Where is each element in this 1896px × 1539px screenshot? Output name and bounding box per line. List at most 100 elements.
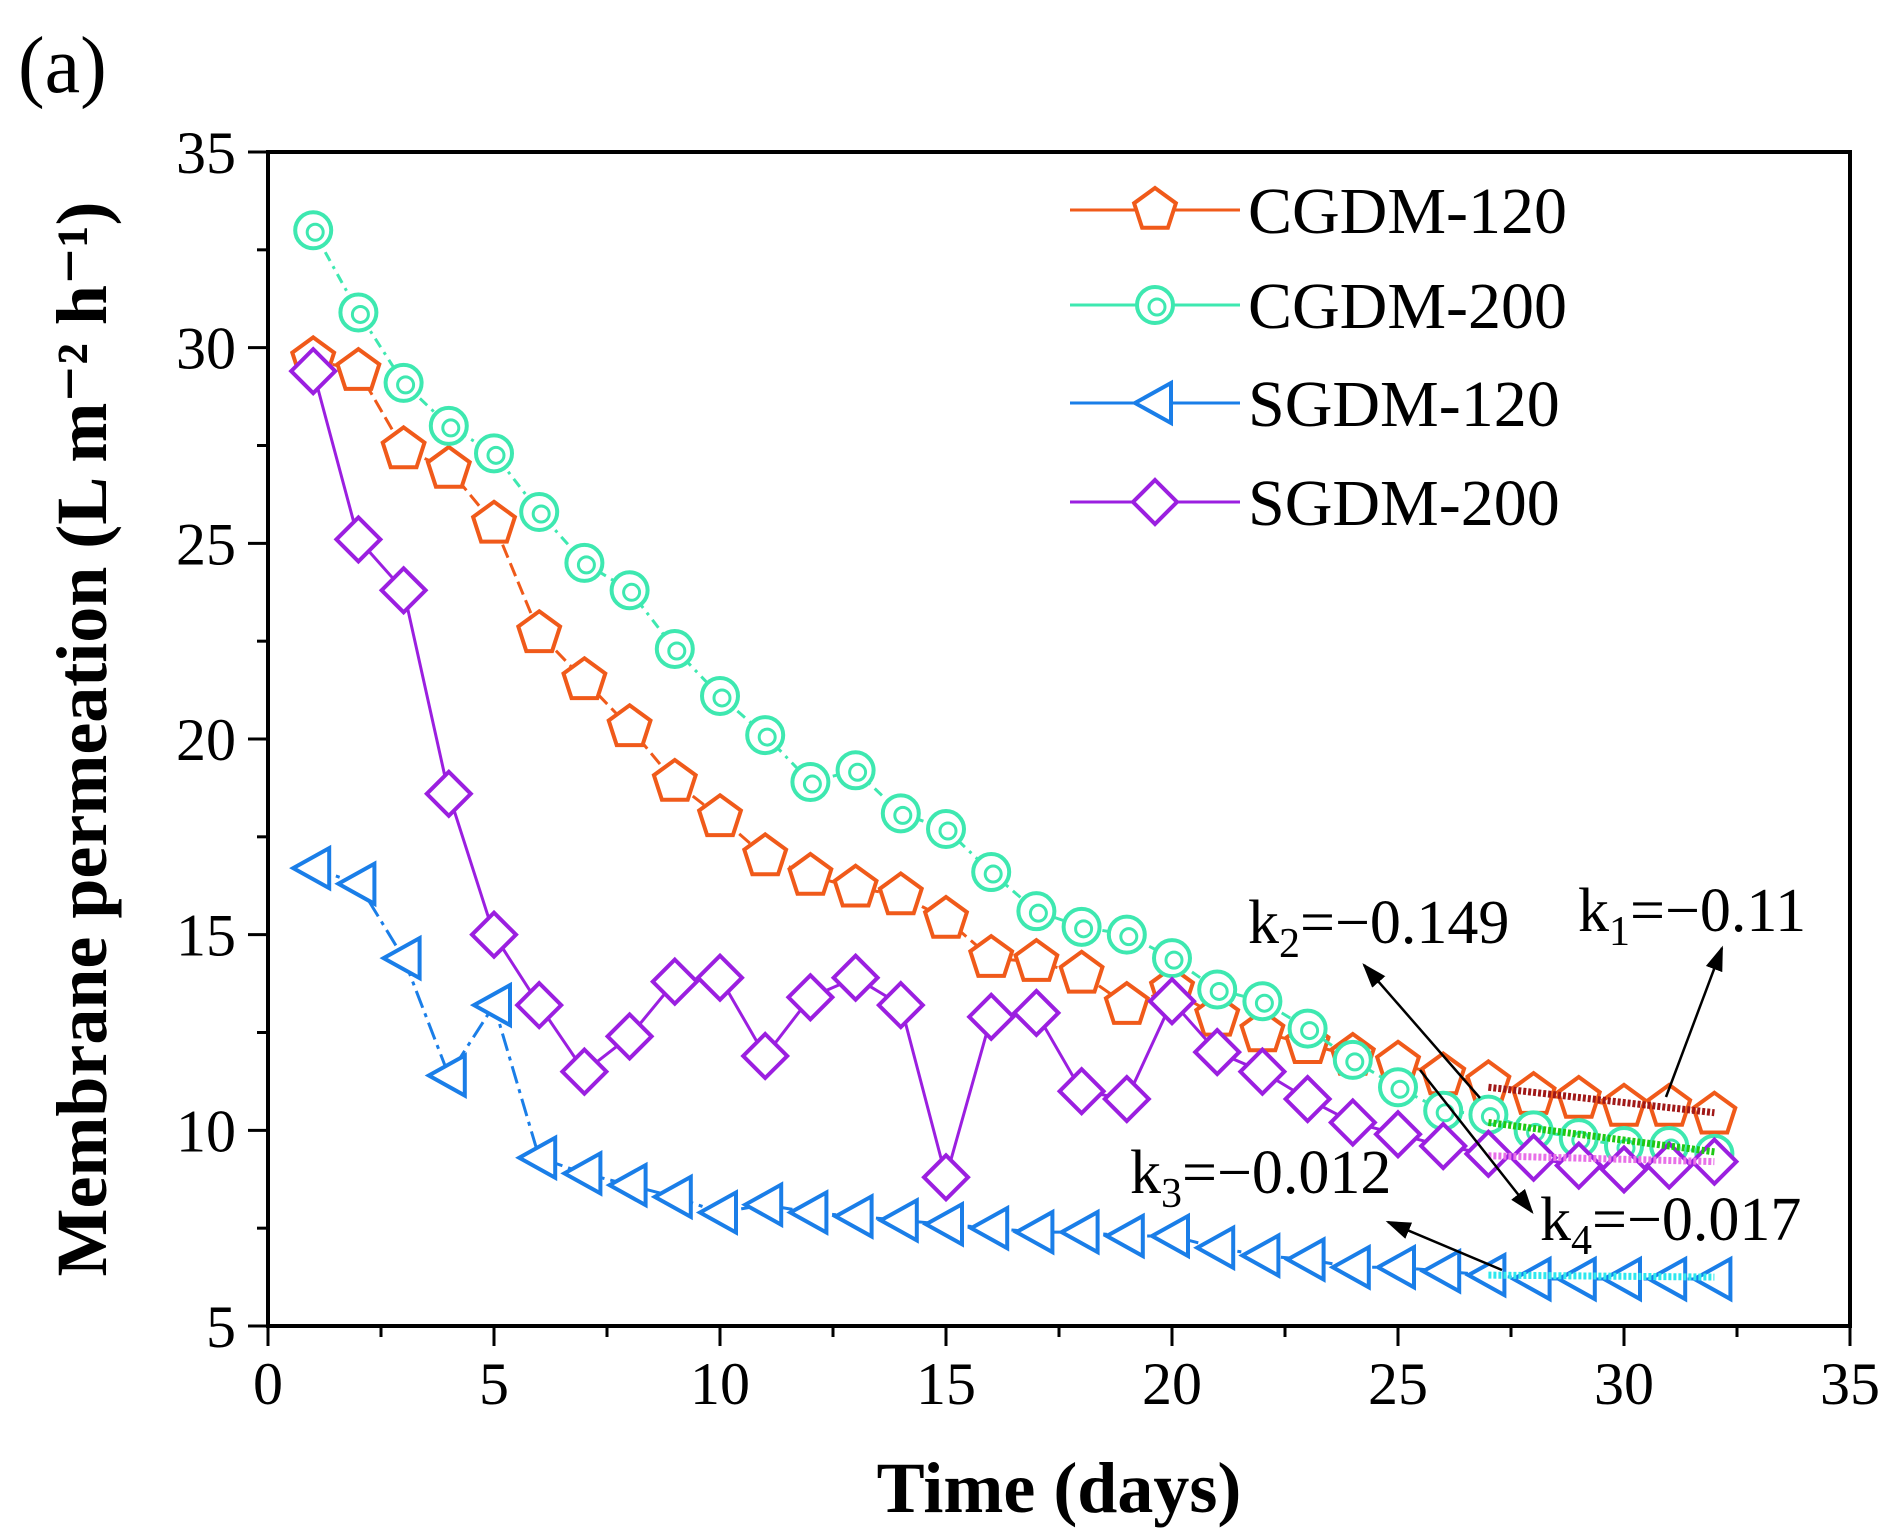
data-point-cgdm-200 [1197,969,1238,1010]
data-point-cgdm-200 [790,762,831,803]
fit-line-k4 [1488,1152,1715,1166]
data-point-cgdm-120 [561,655,608,701]
data-point-cgdm-120 [1103,980,1151,1025]
data-point-cgdm-200 [1016,891,1057,932]
data-point-cgdm-200 [609,570,650,611]
y-tick-label: 10 [176,1098,236,1164]
data-point-sgdm-200 [423,768,474,819]
data-point-sgdm-200 [1327,1097,1378,1148]
fit-line-k1 [1488,1083,1715,1117]
data-point-sgdm-120 [695,1189,738,1236]
data-point-sgdm-200 [1192,1027,1243,1077]
x-tick-label: 25 [1368,1351,1428,1417]
fit-line-k3 [1488,1271,1715,1281]
series-layer [288,210,1740,1303]
data-point-cgdm-120 [696,792,744,838]
data-point-cgdm-200 [1152,938,1192,979]
y-tick-label: 15 [176,903,236,969]
data-point-cgdm-200 [700,675,740,716]
data-point-sgdm-120 [560,1149,603,1197]
legend-marker-sgdm-200 [1130,477,1180,527]
data-point-sgdm-200 [1237,1046,1288,1097]
data-point-cgdm-200 [474,433,514,474]
legend-marker-shape [1135,285,1175,325]
legend-marker-shape [1130,379,1173,427]
legend-marker-shape [1131,185,1179,230]
data-point-cgdm-200 [926,809,966,850]
annotation-k4: k4=−0.017 [1419,1069,1801,1264]
data-point-cgdm-120 [832,863,879,908]
y-tick-label: 30 [176,316,236,382]
data-point-sgdm-120 [334,860,377,908]
data-point-sgdm-200 [1147,976,1197,1027]
legend-item-sgdm-200: SGDM-200 [1070,467,1560,540]
legend-item-cgdm-120: CGDM-120 [1070,175,1567,248]
data-point-sgdm-120 [379,934,422,982]
data-point-cgdm-200 [1558,1118,1599,1159]
x-tick-label: 10 [690,1351,750,1417]
data-point-cgdm-120 [470,499,518,544]
annotation-k1-arrow [1664,945,1724,1098]
legend-marker-sgdm-120 [1130,379,1173,427]
data-point-cgdm-120 [922,894,970,939]
annotation-k2: k2=−0.149 [1248,889,1509,1099]
x-tick-label: 35 [1820,1351,1880,1417]
data-point-cgdm-200 [1468,1094,1509,1135]
legend-marker-shape [1130,477,1180,527]
data-point-sgdm-120 [921,1200,964,1248]
data-point-sgdm-200 [559,1046,610,1097]
legend-marker-cgdm-200 [1135,285,1175,325]
data-point-cgdm-200 [1061,906,1102,947]
legend: CGDM-120 CGDM-200 SGDM-120 SGDM-200 [1070,175,1567,540]
x-tick-label: 20 [1142,1351,1202,1417]
data-point-sgdm-120 [424,1052,467,1099]
data-point-cgdm-120 [787,851,834,896]
panel-label: (a) [18,22,107,110]
x-tick-label: 5 [479,1351,509,1417]
legend-label-sgdm-120: SGDM-120 [1248,368,1560,441]
x-axis-title: Time (days) [877,1448,1242,1528]
y-tick-label: 20 [176,707,236,773]
series-cgdm-200 [293,210,1735,1174]
data-point-sgdm-120 [1193,1224,1236,1272]
annotation-k4-arrow [1419,1069,1534,1214]
x-tick-label: 15 [916,1351,976,1417]
data-point-sgdm-120 [1328,1243,1371,1291]
data-point-sgdm-200 [649,956,700,1007]
data-point-cgdm-120 [1058,949,1105,994]
legend-item-sgdm-120: SGDM-120 [1070,368,1560,441]
x-tick-label: 0 [253,1351,283,1417]
data-point-cgdm-200 [880,793,921,834]
data-point-sgdm-120 [1419,1247,1462,1295]
data-point-cgdm-120 [380,424,427,470]
data-point-sgdm-120 [786,1189,829,1236]
annotation-k3-arrow [1385,1220,1503,1272]
fit-line-k2 [1487,1119,1715,1156]
data-point-sgdm-120 [1147,1212,1190,1260]
data-point-cgdm-200 [383,362,424,403]
data-point-cgdm-200 [1106,914,1147,955]
data-point-sgdm-120 [1012,1208,1055,1256]
data-point-cgdm-120 [425,444,473,489]
data-point-sgdm-200 [1056,1066,1107,1117]
data-point-sgdm-200 [740,1031,791,1081]
annotation-k3: k3=−0.012 [1130,1139,1503,1272]
data-point-sgdm-200 [514,980,565,1030]
annotation-k4-label: k4=−0.017 [1540,1186,1801,1264]
data-point-cgdm-200 [654,628,695,669]
series-sgdm-200 [288,346,1740,1203]
y-axis-title: Membrane permeation (L m⁻² h⁻¹) [42,201,122,1276]
data-point-cgdm-200 [1287,1008,1328,1049]
data-point-cgdm-120 [1013,937,1060,982]
legend-item-cgdm-200: CGDM-200 [1070,270,1567,343]
data-point-sgdm-120 [1283,1236,1326,1283]
data-point-cgdm-120 [606,702,653,748]
data-point-cgdm-200 [1242,981,1283,1022]
data-point-cgdm-200 [519,492,560,533]
data-point-cgdm-200 [971,852,1012,893]
data-point-sgdm-200 [333,514,384,565]
data-point-sgdm-200 [695,952,745,1003]
data-point-sgdm-200 [1282,1074,1333,1124]
data-point-sgdm-120 [1057,1208,1100,1256]
data-point-cgdm-200 [428,405,469,446]
